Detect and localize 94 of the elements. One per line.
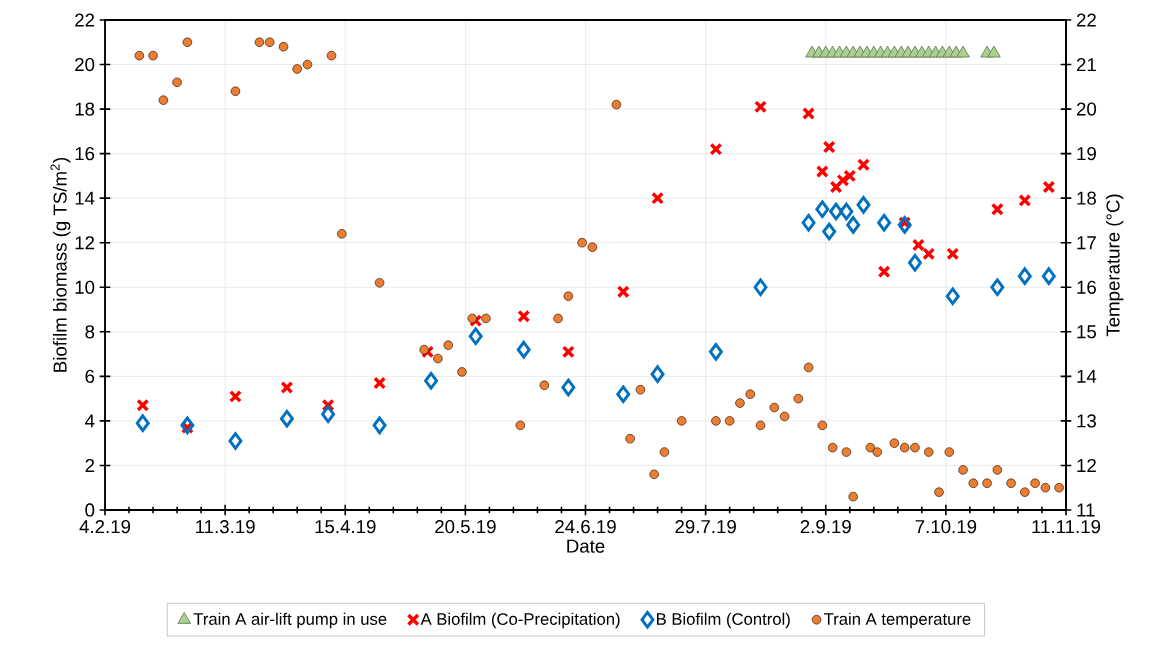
point — [754, 100, 767, 114]
point — [946, 247, 960, 261]
point — [1042, 180, 1056, 194]
y-tick-label: 16 — [75, 147, 95, 161]
y-tick-label: 20 — [75, 57, 95, 72]
point — [911, 238, 925, 252]
point — [516, 340, 531, 359]
point — [1018, 193, 1032, 207]
legend-label: Train A temperature — [824, 612, 971, 629]
y2-tick-label: 11 — [1077, 503, 1095, 517]
y-tick-label: 12 — [75, 236, 95, 250]
point — [1017, 267, 1032, 285]
y2-tick-label: 14 — [1077, 369, 1097, 383]
point — [321, 405, 336, 424]
point — [922, 247, 936, 261]
x-tick-label: 7.10.19 — [915, 520, 977, 534]
point — [753, 278, 768, 297]
y2-tick-label: 22 — [1076, 13, 1096, 27]
y2-tick-label: 21 — [1076, 58, 1096, 72]
y2-tick-label: 12 — [1077, 458, 1096, 472]
y2-tick-label: 17 — [1077, 236, 1096, 250]
point — [815, 200, 830, 219]
point — [956, 45, 970, 58]
y-tick-label: 22 — [75, 13, 95, 27]
point — [829, 180, 843, 194]
y2-tick-label: 18 — [1077, 191, 1096, 205]
y2-axis-title: Temperature (°C) — [1105, 194, 1124, 337]
point — [228, 432, 243, 450]
y2-tick-label: 19 — [1077, 147, 1096, 161]
legend-label: A Biofilm (Co-Precipitation) — [420, 612, 620, 629]
x-tick-label: 11.3.19 — [196, 520, 255, 534]
point — [801, 213, 816, 232]
y2-tick-label: 15 — [1077, 325, 1097, 339]
point — [1041, 267, 1056, 285]
point — [829, 202, 844, 221]
y-tick-label: 6 — [85, 369, 95, 383]
point — [815, 164, 829, 178]
y2-tick-label: 16 — [1077, 280, 1096, 294]
point — [135, 414, 150, 432]
point — [373, 376, 387, 390]
point — [279, 409, 294, 428]
point — [280, 381, 294, 394]
y2-tick-label: 13 — [1077, 414, 1096, 428]
point — [421, 345, 435, 359]
point — [136, 398, 150, 412]
point — [517, 309, 531, 323]
point — [945, 287, 960, 305]
legend-label: Train A air-lift pump in use — [193, 612, 387, 629]
point — [877, 213, 892, 232]
y2-tick-label: 20 — [1076, 102, 1097, 116]
x-tick-label: 20.5.19 — [435, 520, 496, 534]
y-tick-label: 14 — [75, 191, 95, 205]
point — [846, 216, 861, 234]
point — [990, 202, 1004, 216]
x-tick-label: 15.4.19 — [315, 520, 376, 534]
y-tick-label: 10 — [75, 280, 95, 294]
point — [561, 378, 576, 397]
point — [561, 345, 575, 359]
point — [651, 191, 665, 205]
point — [616, 385, 631, 403]
y-axis-title: Biofilm biomass (g TS/m$^{2}$) — [50, 157, 71, 372]
point — [650, 365, 665, 383]
point — [877, 265, 891, 279]
point — [372, 416, 387, 435]
point — [180, 416, 195, 435]
legend-label: B Biofilm (Control) — [656, 612, 790, 629]
point — [708, 343, 723, 361]
point — [822, 140, 836, 154]
x-tick-label: 4.2.19 — [79, 520, 131, 534]
point — [822, 222, 837, 241]
x-tick-label: 2.9.19 — [800, 520, 851, 534]
point — [857, 158, 870, 172]
point — [802, 107, 816, 120]
point — [856, 196, 871, 214]
x-axis-title: Date — [567, 539, 605, 553]
point — [908, 253, 922, 272]
point — [987, 45, 1001, 58]
point — [468, 327, 483, 346]
point — [228, 389, 242, 403]
y-tick-label: 0 — [85, 503, 95, 517]
y-tick-label: 18 — [75, 102, 95, 116]
y-tick-label: 8 — [85, 325, 95, 339]
x-tick-label: 11.11.19 — [1032, 520, 1101, 534]
point — [839, 202, 854, 221]
point — [616, 285, 630, 299]
point — [897, 216, 912, 234]
x-tick-label: 29.7.19 — [675, 520, 736, 534]
y-tick-label: 4 — [85, 414, 95, 428]
point — [709, 142, 723, 156]
point — [469, 314, 483, 328]
point — [990, 278, 1005, 297]
y-tick-label: 2 — [85, 458, 95, 472]
x-tick-label: 24.6.19 — [555, 520, 616, 534]
point — [424, 372, 439, 390]
